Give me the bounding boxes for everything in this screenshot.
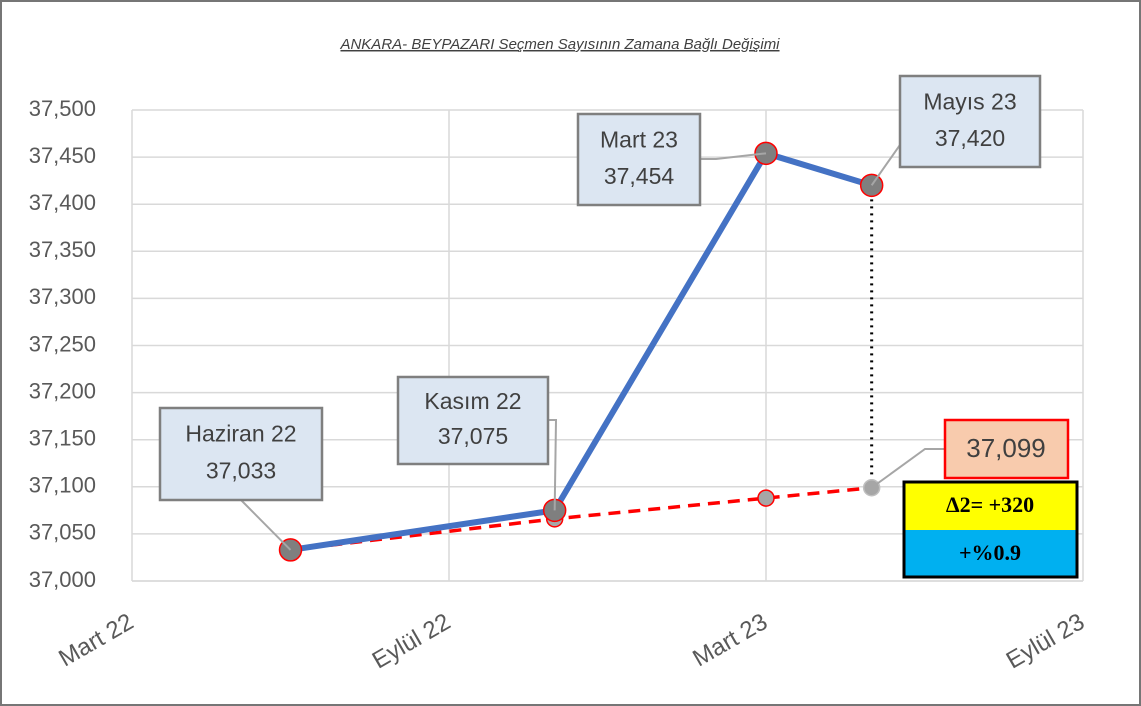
y-tick-label: 37,250 — [29, 331, 96, 356]
label-box — [576, 112, 702, 207]
label-box — [158, 406, 324, 502]
label-box — [396, 375, 550, 466]
label-box — [898, 74, 1042, 169]
delta-top — [904, 482, 1077, 530]
y-tick-label: 37,150 — [29, 426, 96, 451]
y-tick-label: 37,300 — [29, 284, 96, 309]
data-label: 37,099 — [966, 433, 1046, 463]
annotation: Δ2= +320 — [946, 492, 1034, 517]
annotation: +%0.9 — [959, 540, 1021, 565]
leader-line — [548, 419, 558, 511]
point-marker — [757, 489, 775, 507]
y-tick-label: 37,350 — [29, 237, 96, 262]
data-label: 37,454 — [604, 163, 675, 189]
y-tick-label: 37,500 — [29, 96, 96, 121]
leader-line — [871, 448, 945, 489]
y-tick-label: 37,200 — [29, 378, 96, 403]
delta-bottom — [904, 530, 1077, 577]
y-tick-label: 37,000 — [29, 567, 96, 592]
chart-title: ANKARA- BEYPAZARI Seçmen Sayısının Zaman… — [339, 36, 780, 53]
y-tick-label: 37,450 — [29, 143, 96, 168]
y-tick-label: 37,050 — [29, 520, 96, 545]
data-label: 37,033 — [206, 457, 276, 483]
leader-line — [700, 152, 767, 160]
point-label: Kasım 22 — [424, 388, 521, 414]
y-tick-label: 37,100 — [29, 473, 96, 498]
delta-box — [902, 480, 1079, 579]
leader-line — [240, 499, 292, 551]
point-label: Mayıs 23 — [923, 88, 1016, 114]
data-label: 37,075 — [438, 423, 508, 449]
y-tick-label: 37,400 — [29, 190, 96, 215]
point-label: Mart 23 — [600, 126, 678, 152]
point-label: Haziran 22 — [185, 421, 296, 447]
series-line — [290, 149, 873, 553]
series-line — [290, 486, 872, 552]
data-label: 37,420 — [935, 125, 1005, 151]
label-box — [943, 418, 1070, 480]
